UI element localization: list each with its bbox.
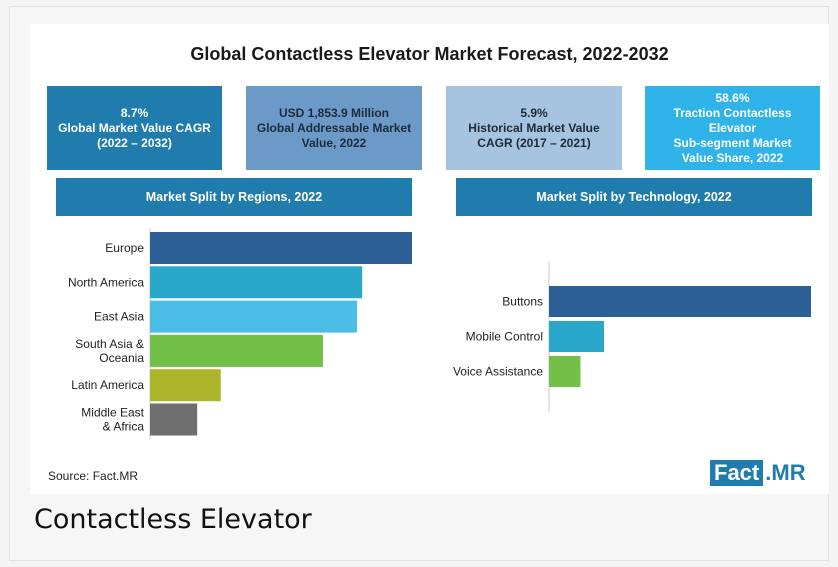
category-label: Europe bbox=[105, 241, 144, 255]
bar-mobile-control bbox=[549, 321, 605, 352]
stat-line: USD 1,853.9 Million bbox=[278, 105, 390, 120]
stat-box-cagr: 8.7% Global Market Value CAGR (2022 – 2032… bbox=[47, 86, 222, 170]
stat-line: Global Market Value CAGR bbox=[58, 120, 211, 135]
factmr-logo: Fact .MR bbox=[710, 460, 808, 486]
logo-part-mr: .MR bbox=[765, 460, 806, 485]
category-label-line: Middle East bbox=[81, 406, 144, 420]
stat-line: CAGR (2017 – 2021) bbox=[477, 135, 591, 150]
logo-part-fact: Fact bbox=[710, 460, 764, 486]
regions-header: Market Split by Regions, 2022 bbox=[56, 178, 412, 216]
stat-line: Historical Market Value bbox=[468, 120, 600, 135]
infographic-title: Global Contactless Elevator Market Forec… bbox=[190, 44, 669, 64]
image-caption: Contactless Elevator bbox=[34, 504, 312, 535]
category-label: South Asia & Oceania bbox=[75, 337, 144, 365]
stat-line: (2022 – 2032) bbox=[97, 135, 172, 150]
stat-line: 58.6% bbox=[715, 90, 750, 105]
technology-bar-chart: Buttons Mobile Control Voice Assistance bbox=[453, 261, 811, 412]
category-label-line: North America bbox=[68, 275, 144, 289]
figure-frame: Global Contactless Elevator Market Forec… bbox=[9, 6, 829, 561]
stat-box-traction-share: 58.6% Traction Contactless Elevator Sub-se… bbox=[645, 86, 820, 170]
category-label: Voice Assistance bbox=[453, 365, 543, 379]
stat-line: 8.7% bbox=[120, 105, 149, 120]
category-label-line: Oceania bbox=[99, 351, 144, 365]
bar-middle-east-africa bbox=[150, 403, 198, 436]
bar-east-asia bbox=[150, 300, 357, 333]
category-label: Mobile Control bbox=[466, 330, 543, 344]
stat-line: Value, 2022 bbox=[301, 135, 367, 150]
category-label: North America bbox=[68, 275, 144, 289]
stat-box-historical-cagr: 5.9% Historical Market Value CAGR (2017 – … bbox=[446, 86, 622, 170]
stat-box-market-value: USD 1,853.9 Million Global Addressable Ma… bbox=[246, 86, 422, 170]
bar-latin-america bbox=[150, 369, 221, 402]
stat-line: Value Share, 2022 bbox=[681, 150, 784, 165]
category-label: Middle East & Africa bbox=[81, 406, 144, 434]
category-label-line: East Asia bbox=[94, 310, 144, 324]
stat-line: 5.9% bbox=[520, 105, 548, 120]
technology-header: Market Split by Technology, 2022 bbox=[456, 178, 812, 216]
bar-voice-assistance bbox=[549, 356, 581, 387]
stat-line: Traction Contactless Elevator bbox=[673, 105, 792, 135]
stat-line: Sub-segment Market bbox=[673, 135, 792, 150]
bar-south-asia-oceania bbox=[150, 334, 323, 367]
category-label-line: South Asia & bbox=[75, 337, 144, 351]
category-label: East Asia bbox=[94, 310, 144, 324]
bar-buttons bbox=[549, 286, 811, 317]
bar-north-america bbox=[150, 266, 363, 299]
category-label-line: & Africa bbox=[103, 420, 145, 434]
category-label-line: Europe bbox=[105, 241, 144, 255]
category-label-line: Voice Assistance bbox=[453, 365, 543, 379]
category-label-line: Latin America bbox=[71, 378, 144, 392]
stat-line: Global Addressable Market bbox=[256, 120, 412, 135]
category-label: Latin America bbox=[71, 378, 144, 392]
category-label: Buttons bbox=[502, 295, 543, 309]
category-label-line: Buttons bbox=[502, 295, 543, 309]
infographic-card: Global Contactless Elevator Market Forec… bbox=[30, 24, 829, 494]
source-note: Source: Fact.MR bbox=[48, 469, 139, 483]
regions-bar-chart: Europe North America East Asia South Asia &… bbox=[68, 228, 412, 440]
bar-europe bbox=[150, 232, 412, 264]
category-label-line: Mobile Control bbox=[466, 330, 543, 344]
